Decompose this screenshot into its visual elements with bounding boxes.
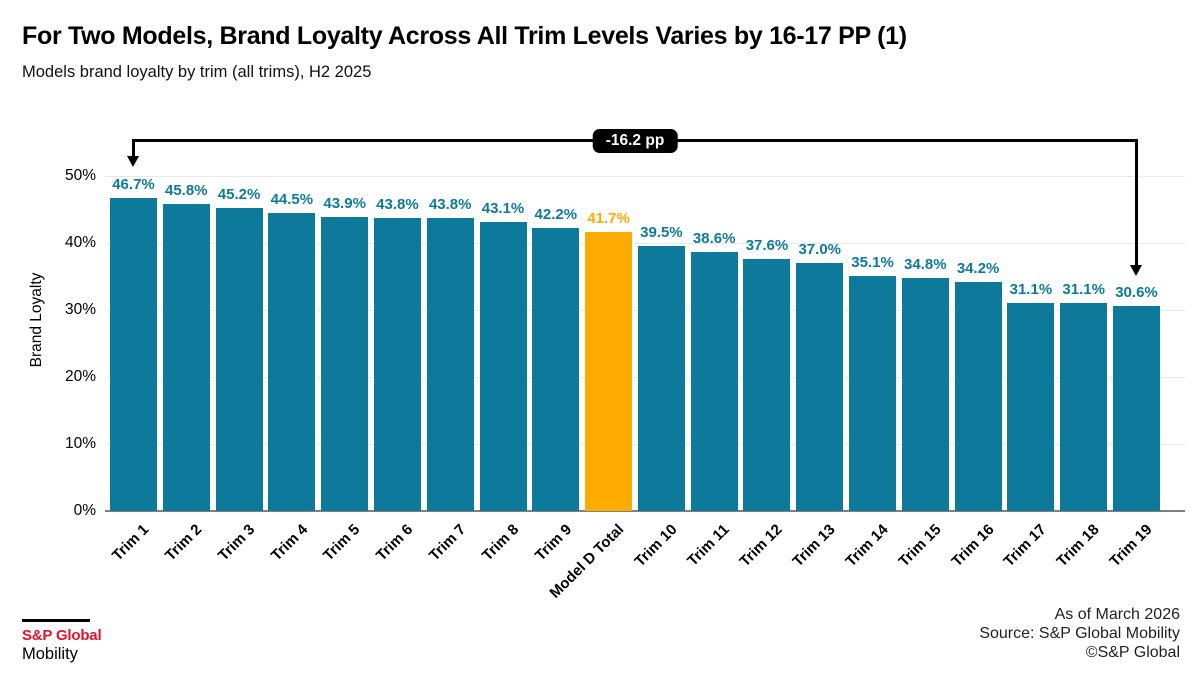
x-tick-label: Trim 19: [1106, 521, 1156, 571]
bar-value-label: 44.5%: [270, 190, 314, 208]
page-title: For Two Models, Brand Loyalty Across All…: [22, 22, 907, 50]
bar-value-label: 41.7%: [587, 209, 630, 227]
as-of-date: As of March 2026: [1054, 606, 1180, 623]
x-tick-label: Trim 2: [162, 521, 206, 565]
logo-rule: [22, 619, 90, 622]
plot-area: 46.7% Trim 1 45.8% Trim 2 45.2% Trim 3 44.5% Tr…: [105, 176, 1185, 602]
y-axis-title: Brand Loyalty: [28, 272, 45, 368]
bar-highlight: [585, 231, 633, 511]
x-tick-label: Trim 9: [531, 521, 575, 565]
gridline: [105, 176, 1185, 177]
bar-value-label: 43.8%: [376, 195, 419, 213]
bar-value-label: 43.8%: [428, 195, 472, 213]
x-tick-label: Trim 17: [1000, 521, 1050, 571]
bar-value-label: 37.0%: [798, 241, 842, 259]
bar-value-label: 30.6%: [1115, 283, 1158, 301]
chart-subtitle: Models brand loyalty by trim (all trims)…: [22, 63, 372, 81]
bracket-left-drop-line: [132, 139, 135, 156]
x-tick-label: Trim 3: [214, 521, 259, 565]
bar-value-label: 38.6%: [692, 230, 736, 248]
x-axis-line: [105, 510, 1185, 512]
bar: [1113, 305, 1160, 511]
x-tick-label: Trim 14: [842, 521, 892, 571]
bar-value-label: 39.5%: [640, 224, 683, 242]
bar: [637, 246, 685, 511]
y-tick-label: 50%: [64, 167, 96, 184]
gridline: [105, 243, 1185, 244]
bar: [1060, 302, 1108, 511]
x-tick-label: Trim 5: [320, 521, 364, 565]
bar: [743, 259, 791, 511]
sp-global-mobility-logo: S&P Global Mobility: [22, 619, 102, 664]
bar: [162, 204, 210, 511]
bar: [479, 222, 527, 511]
x-tick-label: Trim 7: [425, 521, 470, 565]
bar-value-label: 46.7%: [112, 176, 155, 194]
x-tick-label: Trim 4: [267, 521, 311, 565]
bar: [532, 228, 580, 511]
difference-badge: -16.2 pp: [592, 129, 678, 153]
bar: [690, 252, 738, 511]
bar: [1007, 302, 1055, 511]
bar: [110, 198, 157, 511]
bar: [426, 217, 474, 511]
bar-value-label: 43.9%: [323, 194, 366, 212]
x-tick-label: Trim 16: [947, 521, 998, 571]
copyright-line: ©S&P Global: [1085, 644, 1180, 661]
bar: [321, 216, 369, 511]
footer-source-block: As of March 2026 Source: S&P Global Mobi…: [979, 605, 1180, 662]
x-tick-label: Trim 15: [895, 521, 945, 571]
y-tick-label: 10%: [64, 435, 96, 452]
x-tick-label: Trim 10: [631, 521, 681, 571]
x-tick-label: Trim 12: [736, 521, 786, 571]
y-tick-label: 0%: [73, 502, 96, 519]
bar-value-label: 45.8%: [165, 182, 208, 200]
bracket-right-drop-line: [1135, 139, 1138, 265]
y-tick-label: 20%: [64, 368, 96, 385]
bar: [373, 217, 421, 511]
x-tick-label: Trim 11: [684, 521, 734, 570]
bar-value-label: 35.1%: [851, 253, 894, 271]
bar-value-label: 31.1%: [1062, 280, 1105, 298]
bar: [268, 212, 316, 511]
bar-value-label: 37.6%: [745, 237, 789, 255]
source-line: Source: S&P Global Mobility: [979, 625, 1180, 642]
bar-value-label: 34.8%: [904, 255, 947, 273]
bar-value-label: 43.1%: [481, 200, 525, 218]
bar-value-label: 34.2%: [956, 259, 1000, 277]
arrow-down-right-icon: [1130, 264, 1142, 276]
bar: [849, 275, 897, 511]
arrow-down-left-icon: [127, 156, 139, 167]
x-tick-label: Trim 1: [109, 521, 153, 565]
x-tick-label: Trim 13: [789, 521, 839, 571]
y-tick-label: 40%: [64, 234, 96, 251]
bar: [796, 263, 844, 511]
logo-brand-text: S&P Global: [22, 627, 102, 644]
logo-division-text: Mobility: [22, 645, 78, 663]
x-tick-label: Trim 18: [1053, 521, 1103, 571]
bar-value-label: 42.2%: [534, 206, 578, 224]
bar-value-label: 31.1%: [1009, 280, 1053, 298]
bar: [954, 281, 1002, 511]
bar-value-label: 45.2%: [217, 186, 261, 204]
y-tick-label: 30%: [64, 301, 96, 318]
bar: [215, 208, 263, 511]
x-tick-label: Trim 6: [373, 521, 417, 565]
bar: [901, 277, 949, 511]
x-tick-label: Trim 8: [478, 521, 523, 565]
